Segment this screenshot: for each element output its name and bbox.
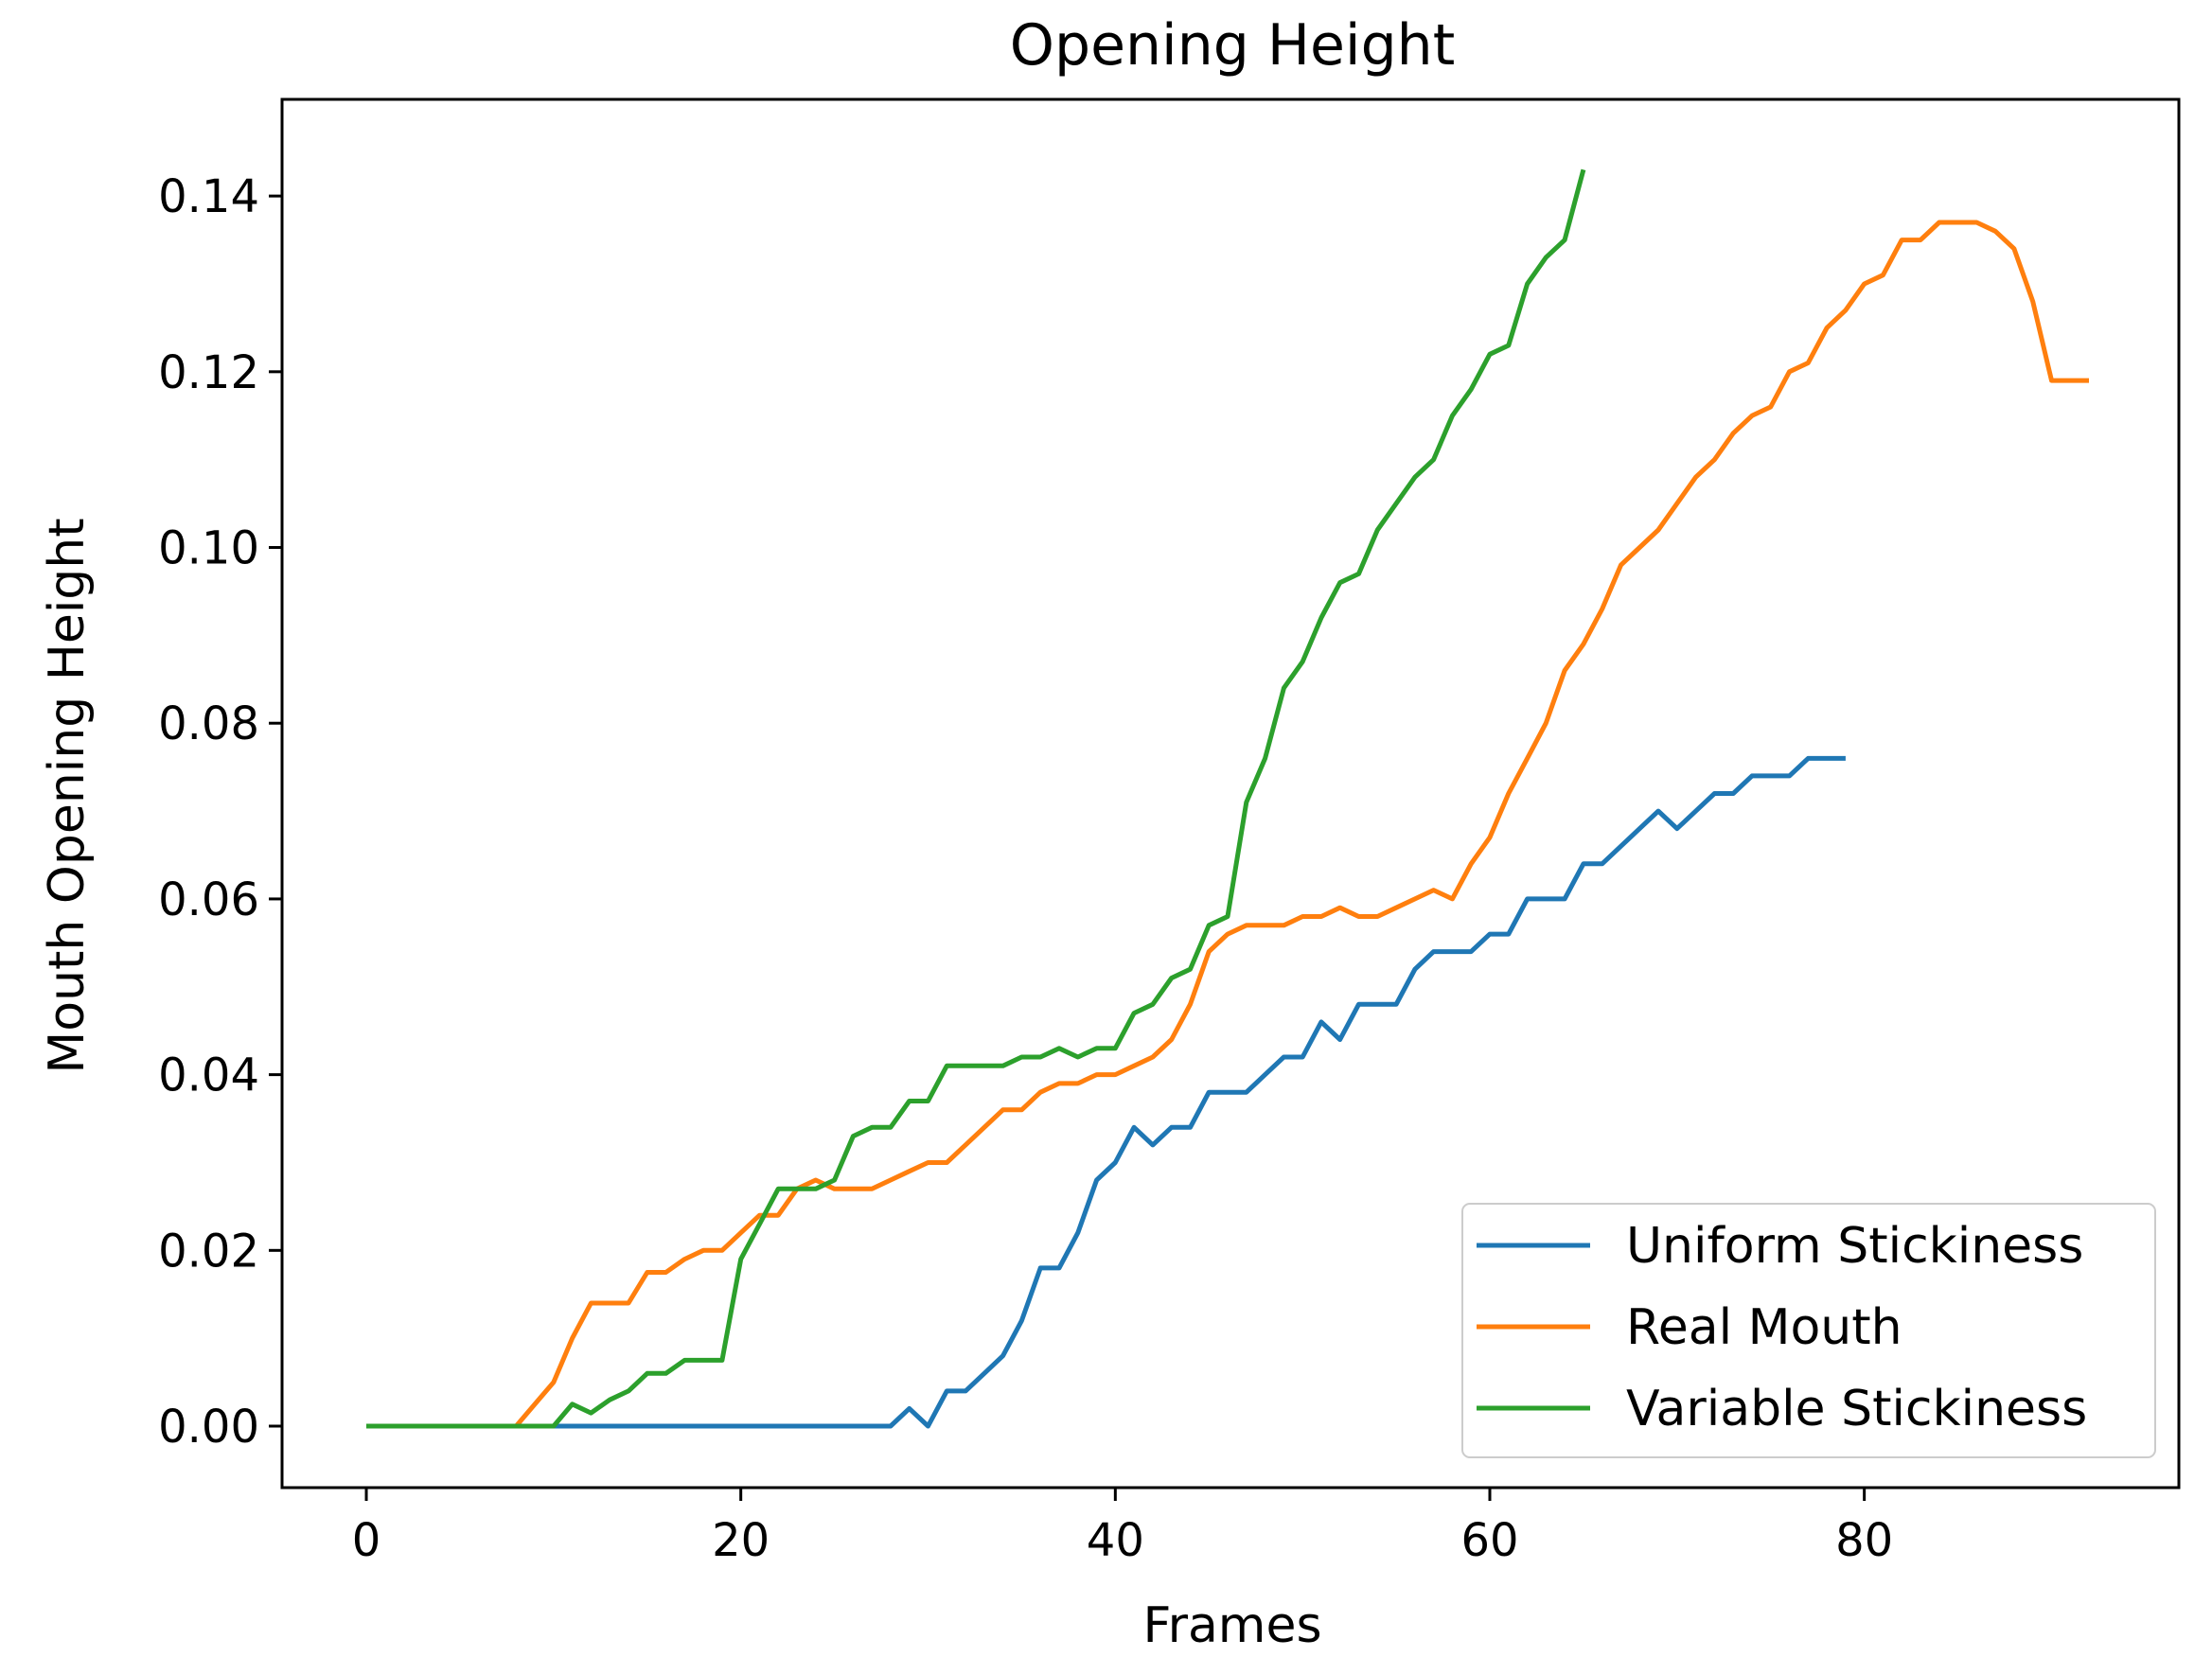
y-axis-ticks: 0.00 0.02 0.04 0.06 0.08 0.10 0.12 0.14: [158, 170, 282, 1454]
plot-area-frame: [280, 97, 2181, 1490]
y-tick-label: 0.08: [158, 697, 259, 750]
y-tick-label: 0.04: [158, 1049, 259, 1102]
chart-title: Opening Height: [1010, 12, 1455, 79]
legend-entry-label: Real Mouth: [1626, 1299, 1902, 1356]
y-tick-label: 0.06: [158, 873, 259, 926]
x-tick-label: 60: [1460, 1514, 1518, 1567]
y-tick-label: 0.02: [158, 1225, 259, 1278]
legend: Uniform Stickiness Real Mouth Variable Sti…: [1461, 1203, 2156, 1458]
y-tick-label: 0.10: [158, 522, 259, 575]
x-tick-label: 20: [712, 1514, 770, 1567]
x-axis-ticks: 0 20 40 60 80: [352, 1488, 1893, 1567]
x-tick-label: 0: [352, 1514, 381, 1567]
series-layer: [366, 168, 2089, 1429]
series-line-3: [366, 168, 1586, 1429]
x-axis-label: Frames: [1142, 1597, 1321, 1654]
y-tick-label: 0.14: [158, 170, 259, 223]
x-tick-label: 80: [1835, 1514, 1893, 1567]
y-tick-label: 0.00: [158, 1401, 259, 1454]
x-tick-label: 40: [1087, 1514, 1144, 1567]
legend-entry-label: Uniform Stickiness: [1626, 1218, 2083, 1275]
legend-entry-label: Variable Stickiness: [1626, 1381, 2087, 1437]
series-line-2: [366, 220, 2089, 1429]
series-line-1: [366, 755, 1846, 1429]
y-axis-label: Mouth Opening Height: [39, 518, 96, 1073]
legend-box: [1461, 1203, 2156, 1458]
y-tick-label: 0.12: [158, 346, 259, 399]
